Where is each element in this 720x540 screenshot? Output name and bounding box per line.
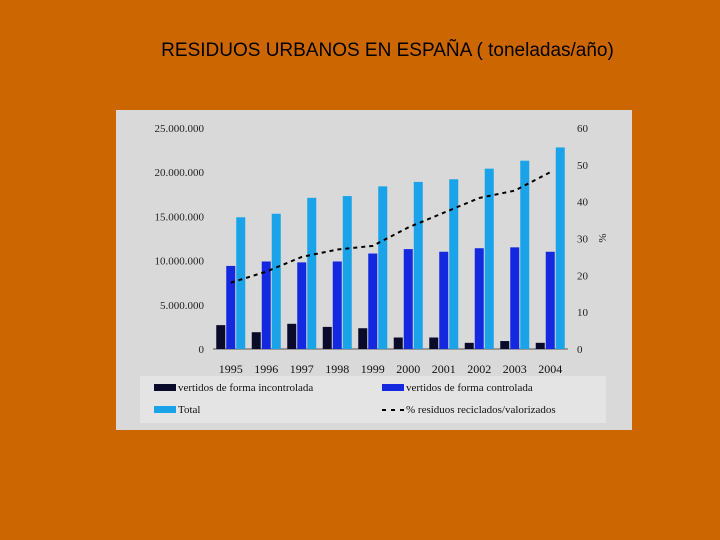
slide-title: RESIDUOS URBANOS EN ESPAÑA ( toneladas/a…	[161, 40, 614, 61]
x-tick-label: 2003	[503, 362, 527, 376]
legend-label: % residuos reciclados/valorizados	[406, 404, 556, 416]
legend-swatch	[382, 384, 404, 391]
bar	[484, 168, 494, 349]
y-right-tick-label: 10	[577, 307, 589, 319]
chart-svg: 0 5.000.000 10.000.000 15.000.000 20.000.000…	[140, 123, 609, 423]
bar	[251, 332, 261, 349]
bar	[378, 186, 388, 349]
x-tick-label: 1996	[254, 362, 278, 376]
bar	[555, 147, 565, 349]
x-tick-label: 1999	[361, 362, 385, 376]
bar	[403, 249, 413, 349]
bar	[520, 160, 530, 349]
x-tick-label: 2000	[396, 362, 420, 376]
bar	[510, 247, 520, 349]
legend-swatch	[154, 406, 176, 413]
legend-box	[140, 376, 606, 423]
y-left-tick-label: 5.000.000	[160, 300, 205, 312]
bar	[500, 341, 510, 349]
y-left-tick-label: 15.000.000	[155, 211, 205, 223]
bar	[297, 262, 307, 349]
bar	[307, 197, 317, 349]
legend-label: vertidos de forma incontrolada	[178, 382, 313, 394]
y-left-tick-label: 20.000.000	[155, 167, 205, 179]
bar	[342, 196, 352, 349]
bar	[216, 325, 226, 349]
y-right-tick-label: 30	[577, 234, 589, 246]
bar	[474, 248, 484, 349]
y-right-tick-label: 40	[577, 197, 589, 209]
bar	[545, 251, 555, 349]
x-tick-label: 1997	[290, 362, 314, 376]
bar	[287, 323, 297, 349]
chart-container: 0 5.000.000 10.000.000 15.000.000 20.000.000…	[116, 110, 632, 430]
bar	[449, 179, 459, 349]
legend-swatch	[154, 384, 176, 391]
y-right-tick-label: 0	[577, 344, 583, 356]
y-left-tick-label: 10.000.000	[155, 256, 205, 268]
bar	[261, 261, 271, 349]
y-right-tick-label: 20	[577, 270, 589, 282]
y-right-tick-label: 50	[577, 160, 589, 172]
bar	[535, 342, 545, 349]
bar	[358, 328, 368, 349]
bar	[368, 253, 378, 349]
bar	[429, 337, 439, 349]
y-right-tick-label: 60	[577, 123, 589, 135]
y-left-tick-label: 25.000.000	[155, 123, 205, 135]
bar	[439, 251, 449, 349]
x-tick-label: 1998	[325, 362, 349, 376]
x-tick-label: 2004	[538, 362, 562, 376]
percentage-line	[230, 171, 551, 284]
legend-label: vertidos de forma controlada	[406, 382, 533, 394]
bar	[322, 326, 332, 349]
x-tick-label: 2002	[467, 362, 491, 376]
x-tick-label: 1995	[219, 362, 243, 376]
legend-label: Total	[178, 404, 200, 416]
bar	[332, 261, 342, 349]
bar	[236, 217, 246, 349]
bar	[464, 342, 474, 349]
x-tick-label: 2001	[432, 362, 456, 376]
bar	[393, 337, 403, 349]
bar	[271, 213, 281, 349]
y-left-tick-label: 0	[199, 344, 205, 356]
bar	[226, 265, 236, 349]
y-right-axis-label: %	[597, 233, 609, 242]
bar	[413, 181, 423, 349]
